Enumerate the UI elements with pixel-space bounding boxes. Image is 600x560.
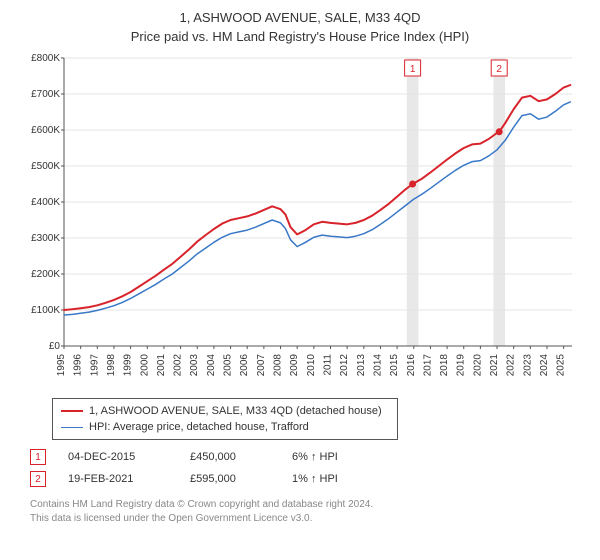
svg-text:2020: 2020 bbox=[472, 354, 483, 377]
footnote: Contains HM Land Registry data © Crown c… bbox=[30, 498, 580, 525]
legend-label-price-paid: 1, ASHWOOD AVENUE, SALE, M33 4QD (detach… bbox=[89, 405, 382, 417]
svg-text:2019: 2019 bbox=[456, 354, 467, 377]
sales-table: 1 04-DEC-2015 £450,000 6% ↑ HPI 2 19-FEB… bbox=[30, 446, 600, 490]
svg-text:2005: 2005 bbox=[223, 354, 234, 377]
sale-delta: 1% ↑ HPI bbox=[292, 473, 372, 485]
sale-row: 2 19-FEB-2021 £595,000 1% ↑ HPI bbox=[30, 468, 600, 490]
svg-text:2016: 2016 bbox=[406, 354, 417, 377]
svg-text:2003: 2003 bbox=[189, 354, 200, 377]
svg-text:2001: 2001 bbox=[156, 354, 167, 377]
sale-price: £595,000 bbox=[190, 473, 270, 485]
svg-text:£800K: £800K bbox=[31, 53, 60, 64]
svg-text:2002: 2002 bbox=[173, 354, 184, 377]
sale-badge: 2 bbox=[30, 471, 46, 487]
svg-text:2011: 2011 bbox=[322, 354, 333, 376]
svg-text:2010: 2010 bbox=[306, 354, 317, 377]
svg-text:1999: 1999 bbox=[123, 354, 134, 377]
sale-badge: 1 bbox=[30, 449, 46, 465]
chart-subtitle: Price paid vs. HM Land Registry's House … bbox=[0, 25, 600, 50]
address-title: 1, ASHWOOD AVENUE, SALE, M33 4QD bbox=[0, 0, 600, 25]
legend-row-price-paid: 1, ASHWOOD AVENUE, SALE, M33 4QD (detach… bbox=[61, 403, 389, 419]
sale-price: £450,000 bbox=[190, 451, 270, 463]
svg-text:1998: 1998 bbox=[106, 354, 117, 377]
svg-text:2004: 2004 bbox=[206, 354, 217, 377]
svg-text:2013: 2013 bbox=[356, 354, 367, 377]
svg-text:2018: 2018 bbox=[439, 354, 450, 377]
svg-text:£0: £0 bbox=[49, 341, 61, 352]
chart-svg: £0 £100K £200K £300K £400K £500K £600K £700K £80… bbox=[20, 50, 580, 390]
legend-swatch-price-paid bbox=[61, 410, 83, 412]
svg-text:2: 2 bbox=[496, 64, 502, 75]
svg-text:2008: 2008 bbox=[273, 354, 284, 377]
svg-text:1996: 1996 bbox=[73, 354, 84, 377]
svg-text:2021: 2021 bbox=[489, 354, 500, 377]
svg-text:£300K: £300K bbox=[31, 233, 60, 244]
svg-text:1: 1 bbox=[410, 64, 416, 75]
svg-text:2023: 2023 bbox=[522, 354, 533, 377]
legend-label-hpi: HPI: Average price, detached house, Traf… bbox=[89, 421, 309, 433]
svg-text:2009: 2009 bbox=[289, 354, 300, 377]
legend: 1, ASHWOOD AVENUE, SALE, M33 4QD (detach… bbox=[52, 398, 398, 440]
svg-text:2014: 2014 bbox=[372, 354, 383, 377]
svg-text:2006: 2006 bbox=[239, 354, 250, 377]
svg-text:2024: 2024 bbox=[539, 354, 550, 377]
svg-text:£500K: £500K bbox=[31, 161, 60, 172]
sale-delta: 6% ↑ HPI bbox=[292, 451, 372, 463]
svg-text:2022: 2022 bbox=[506, 354, 517, 377]
legend-swatch-hpi bbox=[61, 427, 83, 428]
footnote-line1: Contains HM Land Registry data © Crown c… bbox=[30, 499, 373, 510]
svg-text:£600K: £600K bbox=[31, 125, 60, 136]
svg-text:£700K: £700K bbox=[31, 89, 60, 100]
svg-text:£200K: £200K bbox=[31, 269, 60, 280]
svg-text:£100K: £100K bbox=[31, 305, 60, 316]
svg-text:1997: 1997 bbox=[89, 354, 100, 377]
svg-text:2007: 2007 bbox=[256, 354, 267, 377]
sale-date: 19-FEB-2021 bbox=[68, 473, 168, 485]
svg-text:2015: 2015 bbox=[389, 354, 400, 377]
svg-text:2000: 2000 bbox=[139, 354, 150, 377]
price-chart: £0 £100K £200K £300K £400K £500K £600K £700K £80… bbox=[20, 50, 580, 390]
sale-date: 04-DEC-2015 bbox=[68, 451, 168, 463]
sale-row: 1 04-DEC-2015 £450,000 6% ↑ HPI bbox=[30, 446, 600, 468]
svg-text:2012: 2012 bbox=[339, 354, 350, 377]
svg-text:1995: 1995 bbox=[56, 354, 67, 377]
svg-text:2025: 2025 bbox=[556, 354, 567, 377]
svg-text:£400K: £400K bbox=[31, 197, 60, 208]
legend-row-hpi: HPI: Average price, detached house, Traf… bbox=[61, 419, 389, 435]
svg-text:2017: 2017 bbox=[422, 354, 433, 377]
footnote-line2: This data is licensed under the Open Gov… bbox=[30, 513, 312, 524]
